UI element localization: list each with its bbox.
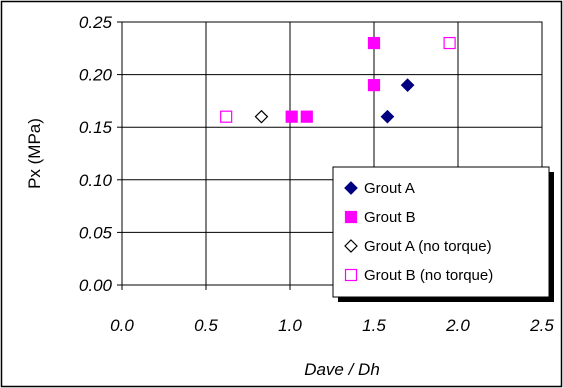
y-tick-label: 0.20 xyxy=(79,66,113,85)
data-point-grout-b-no-torque xyxy=(443,36,456,50)
legend-box xyxy=(332,166,550,298)
x-tick-label: 2.0 xyxy=(445,316,470,335)
data-point-grout-a xyxy=(380,109,395,124)
data-point-grout-b xyxy=(300,110,313,123)
data-point-grout-b xyxy=(285,110,298,123)
data-point-grout-b xyxy=(367,79,381,92)
data-point-grout-a xyxy=(400,78,415,92)
legend-label: Grout A xyxy=(364,180,415,197)
y-axis-title: Px (MPa) xyxy=(25,118,44,189)
y-tick-label: 0.15 xyxy=(79,118,113,137)
legend-label: Grout B xyxy=(364,209,416,226)
data-point-grout-a-no-torque xyxy=(254,109,269,124)
data-point-grout-b xyxy=(367,36,381,50)
legend-marker xyxy=(344,210,358,224)
plot-area xyxy=(121,21,543,286)
x-tick-label: 1.0 xyxy=(278,316,302,335)
x-tick-label: 0.0 xyxy=(110,316,134,335)
data-points xyxy=(220,36,456,124)
legend: Grout A Grout B Grout A (no torque) Grout B… xyxy=(332,166,554,302)
legend-marker xyxy=(344,181,358,195)
legend-marker xyxy=(344,268,358,282)
y-tick-label: 0.00 xyxy=(79,276,113,295)
y-tick-label: 0.25 xyxy=(79,13,113,32)
x-axis-title: Dave / Dh xyxy=(304,360,380,379)
legend-marker xyxy=(344,239,358,253)
x-tick-label: 0.5 xyxy=(194,316,218,335)
tick-labels: 0.00 0.05 0.10 0.15 0.20 0.25 0.0 0.5 1.0 1.5 2.0 2… xyxy=(79,13,554,335)
legend-label: Grout B (no torque) xyxy=(364,267,493,284)
x-tick-label: 1.5 xyxy=(362,316,386,335)
legend-label: Grout A (no torque) xyxy=(364,238,492,255)
data-point-grout-b-no-torque xyxy=(220,110,233,123)
y-tick-label: 0.05 xyxy=(79,223,113,242)
x-tick-label: 2.5 xyxy=(529,316,554,335)
y-tick-label: 0.10 xyxy=(79,171,113,190)
